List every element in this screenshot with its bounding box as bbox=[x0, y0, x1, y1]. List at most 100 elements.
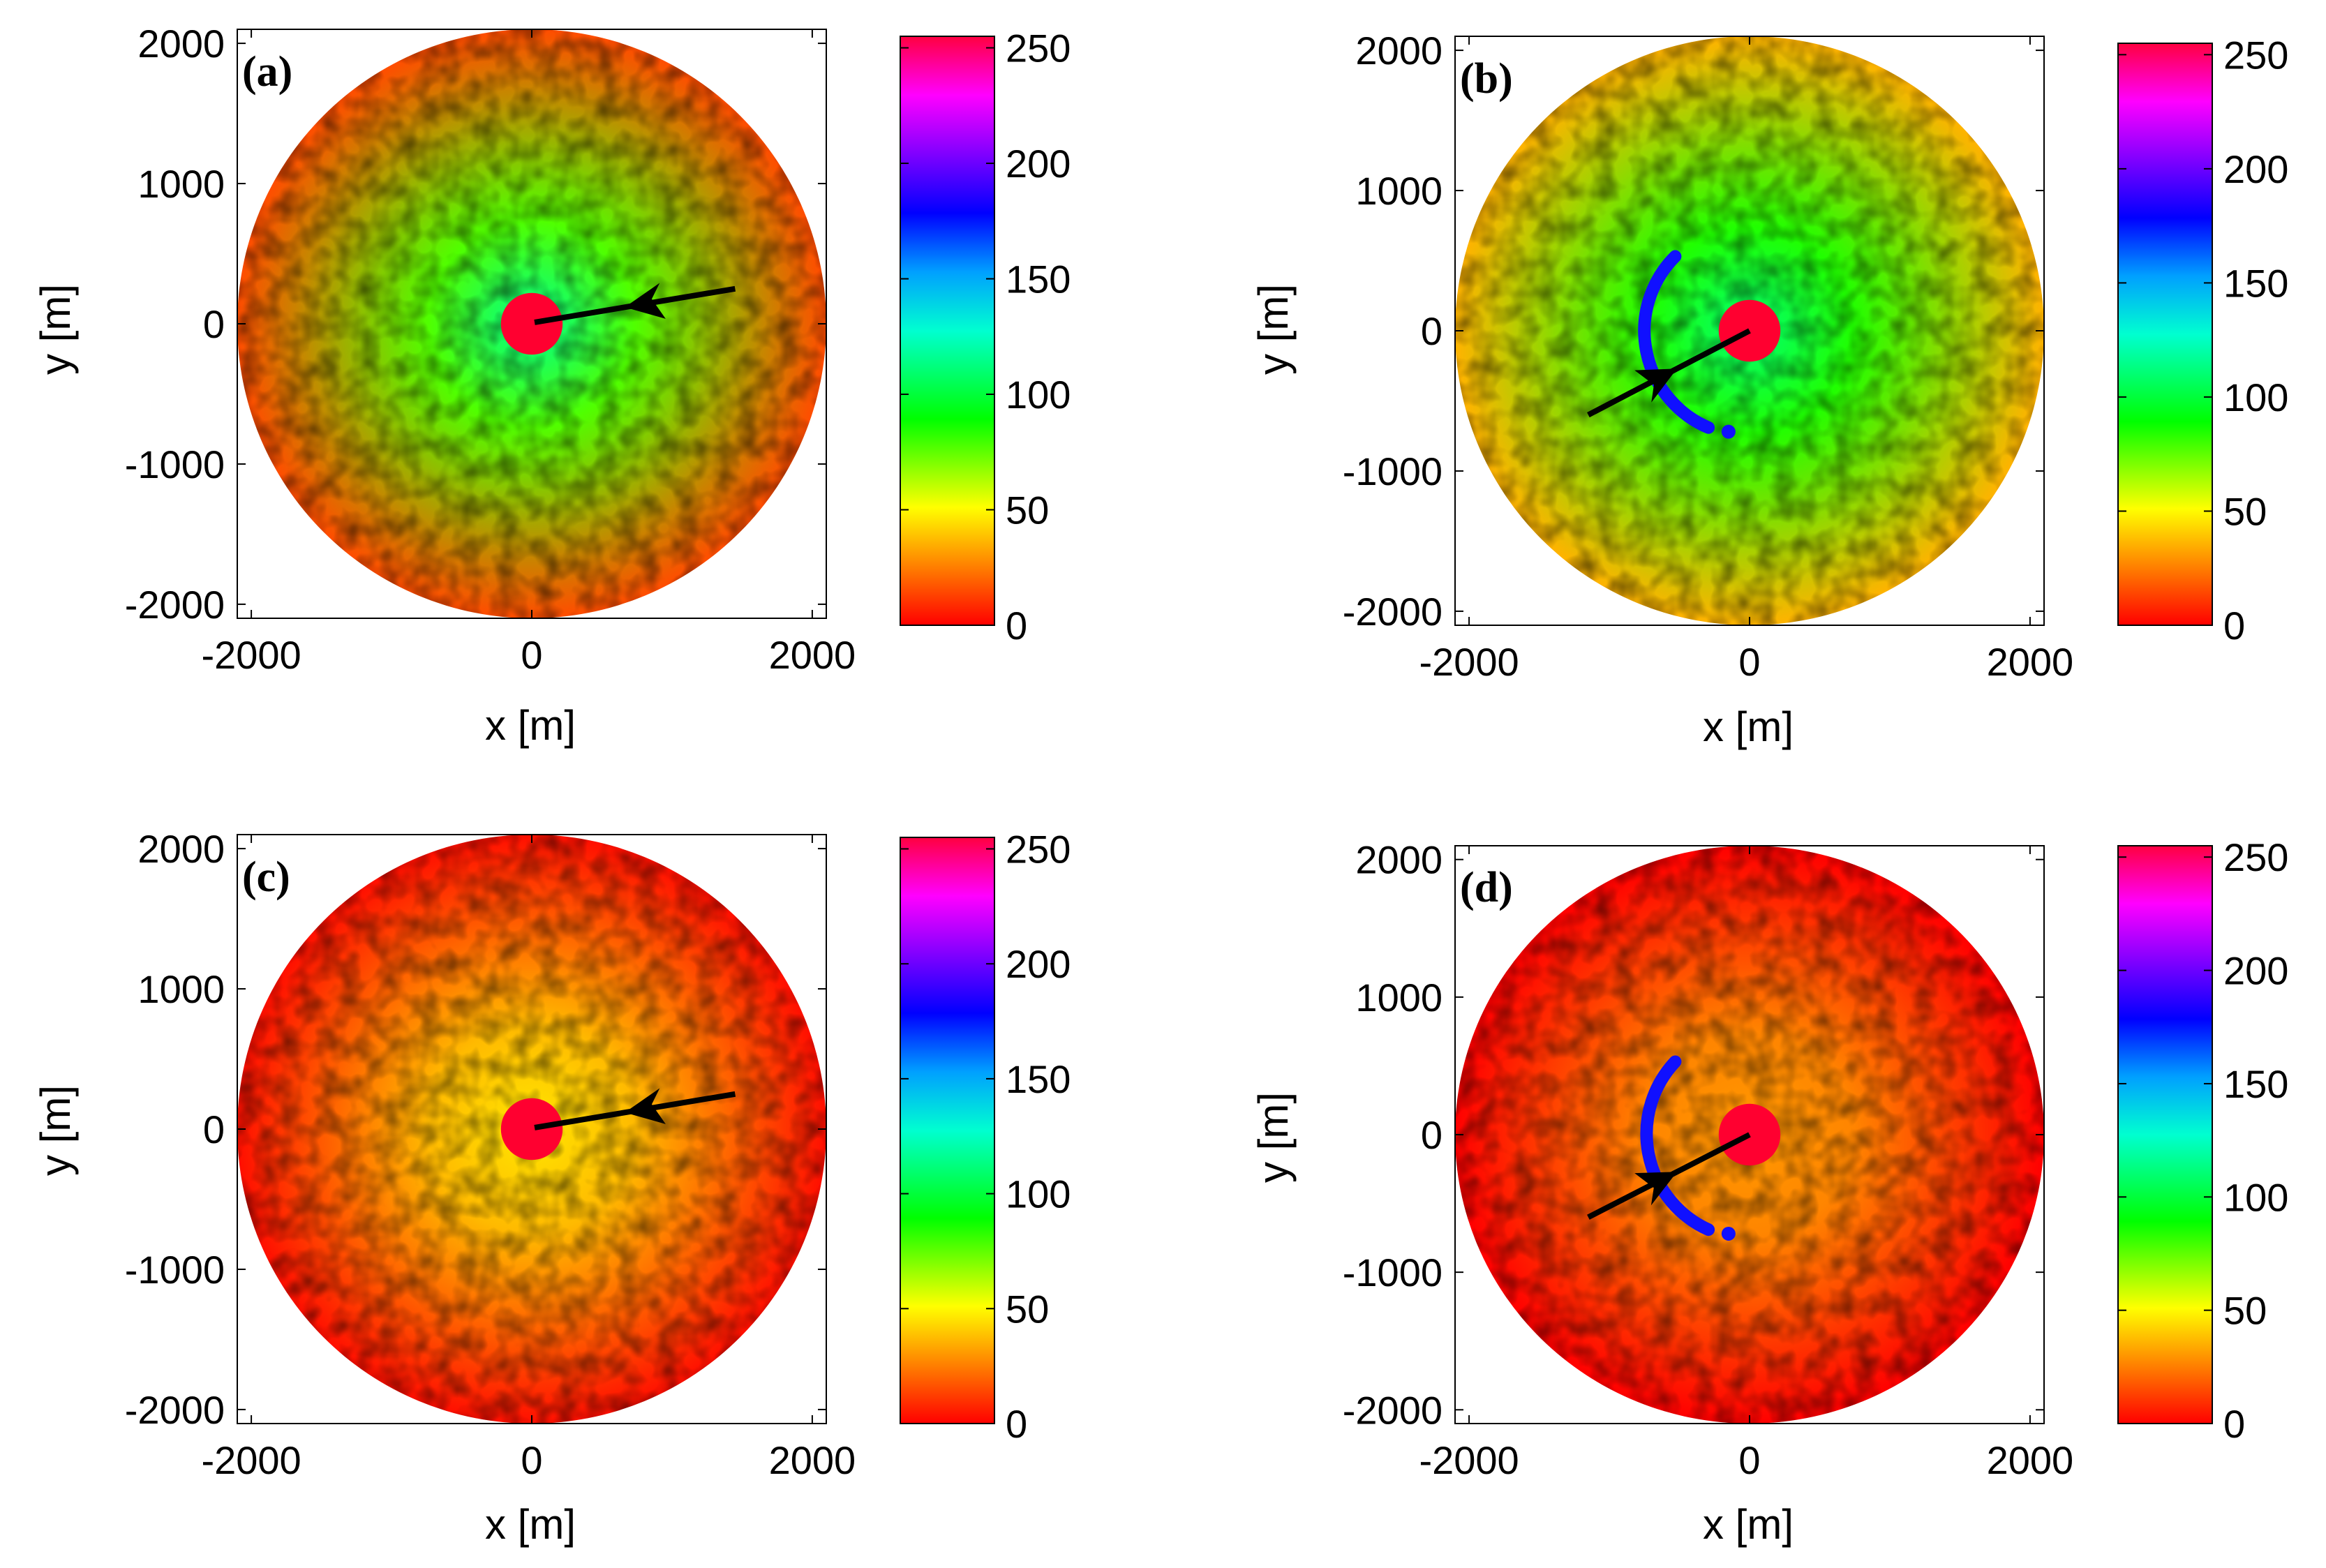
colorbar-d: 250 200 150 100 50 0 bbox=[2117, 835, 2288, 1446]
y-axis-label-a: y [m] bbox=[32, 284, 79, 375]
colorbar-tick-label: 250 bbox=[1006, 827, 1071, 871]
x-tick-label: 2000 bbox=[1987, 640, 2074, 684]
y-axis-label-b: y [m] bbox=[1250, 284, 1297, 375]
colorbar-tick-label: 0 bbox=[1006, 604, 1027, 648]
y-tick-label: -2000 bbox=[125, 583, 225, 627]
y-tick-label: 0 bbox=[1421, 309, 1442, 353]
colorbar-tick-label: 250 bbox=[1006, 27, 1071, 70]
y-tick-label: -1000 bbox=[125, 1248, 225, 1292]
x-tick-label: 2000 bbox=[769, 633, 856, 677]
y-tick-label: -1000 bbox=[1343, 1250, 1442, 1294]
y-tick-label: 1000 bbox=[137, 967, 225, 1011]
y-axis-label-c: y [m] bbox=[32, 1085, 79, 1176]
x-axis-label-c: x [m] bbox=[485, 1501, 576, 1548]
colorbar-tick-label: 250 bbox=[2223, 33, 2288, 77]
colorbar-tick-label: 200 bbox=[2223, 147, 2288, 191]
wind-arrow-a bbox=[534, 283, 736, 325]
colorbar-gradient-a bbox=[900, 36, 995, 626]
x-tick-label: 0 bbox=[1738, 1438, 1760, 1482]
panel-label-d: (d) bbox=[1460, 864, 1513, 911]
colorbar-a: 250 200 150 100 50 0 bbox=[900, 27, 1071, 648]
panel-label-c: (c) bbox=[242, 853, 290, 901]
sector-arc-end-dot-d bbox=[1721, 1226, 1736, 1241]
colorbar-tick-label: 100 bbox=[1006, 1172, 1071, 1216]
y-tick-label: -2000 bbox=[1343, 1388, 1442, 1432]
y-tick-label: 1000 bbox=[1355, 976, 1442, 1020]
y-tick-label: 1000 bbox=[137, 162, 225, 206]
colorbar-tick-label: 100 bbox=[2223, 375, 2288, 419]
x-axis-label-b: x [m] bbox=[1703, 703, 1794, 750]
y-tick-label: -2000 bbox=[1343, 590, 1442, 634]
colorbar-tick-label: 150 bbox=[1006, 1057, 1071, 1101]
colorbar-tick-label: 0 bbox=[2223, 1402, 2245, 1446]
x-ticks-b: -2000 0 2000 bbox=[1419, 36, 2073, 684]
wind-arrow-d bbox=[1587, 1132, 1751, 1220]
y-tick-label: 2000 bbox=[1355, 838, 1442, 882]
x-tick-label: -2000 bbox=[201, 633, 301, 677]
y-ticks-b: 2000 1000 0 -1000 -2000 bbox=[1343, 29, 2044, 634]
colorbar-b: 250 200 150 100 50 0 bbox=[2117, 33, 2288, 648]
y-tick-label: 0 bbox=[203, 302, 225, 346]
plot-area-a bbox=[237, 29, 827, 619]
y-tick-label: 2000 bbox=[1355, 29, 1442, 73]
colorbar-tick-label: 200 bbox=[1006, 942, 1071, 986]
y-ticks-c: 2000 1000 0 -1000 -2000 bbox=[125, 827, 826, 1432]
colorbar-tick-label: 150 bbox=[2223, 261, 2288, 305]
center-mask-c bbox=[500, 1098, 563, 1160]
x-tick-label: 2000 bbox=[1987, 1438, 2074, 1482]
y-ticks-a: 2000 1000 0 -1000 -2000 bbox=[125, 22, 826, 627]
x-axis-label-d: x [m] bbox=[1703, 1501, 1794, 1548]
x-ticks-a: -2000 0 2000 bbox=[201, 29, 856, 677]
x-tick-label: -2000 bbox=[1419, 1438, 1519, 1482]
x-ticks-c: -2000 0 2000 bbox=[201, 835, 856, 1482]
colorbar-gradient-b bbox=[2117, 43, 2213, 626]
panel-b: (b) x [m] y [m] -2000 0 2000 200010000-100… bbox=[1250, 29, 2288, 750]
panel-label-a: (a) bbox=[242, 48, 292, 96]
y-axis-label-d: y [m] bbox=[1250, 1092, 1297, 1183]
x-tick-label: 2000 bbox=[769, 1438, 856, 1482]
x-ticks-d: -2000 0 2000 bbox=[1419, 846, 2073, 1482]
colorbar-tick-label: 50 bbox=[1006, 1287, 1049, 1331]
y-tick-label: 1000 bbox=[1355, 169, 1442, 213]
colorbar-tick-label: 200 bbox=[1006, 142, 1071, 186]
x-tick-label: -2000 bbox=[201, 1438, 301, 1482]
y-tick-label: -2000 bbox=[125, 1388, 225, 1432]
colorbar-tick-label: 200 bbox=[2223, 949, 2288, 993]
sector-arc-end-dot-b bbox=[1721, 424, 1736, 439]
plot-area-c bbox=[237, 834, 827, 1424]
colorbar-tick-label: 150 bbox=[1006, 257, 1071, 301]
sector-arc-d bbox=[1640, 1055, 1715, 1237]
x-tick-label: 0 bbox=[521, 633, 542, 677]
wind-arrow-c bbox=[534, 1088, 736, 1130]
panel-a: (a) x [m] y [m] -2000 0 2000 200010000-100… bbox=[32, 22, 1071, 749]
colorbar-gradient-d bbox=[2117, 845, 2213, 1424]
x-tick-label: -2000 bbox=[1419, 640, 1519, 684]
center-mask-a bbox=[500, 292, 563, 355]
y-tick-label: 2000 bbox=[137, 827, 225, 871]
panel-label-b: (b) bbox=[1460, 55, 1513, 103]
y-tick-label: 0 bbox=[1421, 1113, 1442, 1157]
colorbar-tick-label: 150 bbox=[2223, 1062, 2288, 1106]
sector-arc-b bbox=[1638, 250, 1715, 434]
wind-arrow-b bbox=[1587, 328, 1751, 418]
colorbar-tick-label: 50 bbox=[2223, 489, 2267, 533]
y-tick-label: 2000 bbox=[137, 22, 225, 66]
plot-area-d bbox=[1454, 845, 2045, 1424]
panel-d: (d) x [m] y [m] -2000 0 2000 200010000-100… bbox=[1250, 835, 2288, 1548]
x-axis-label-a: x [m] bbox=[485, 702, 576, 749]
colorbar-tick-label: 250 bbox=[2223, 835, 2288, 879]
x-tick-label: 0 bbox=[521, 1438, 542, 1482]
x-tick-label: 0 bbox=[1738, 640, 1760, 684]
y-tick-label: 0 bbox=[203, 1107, 225, 1151]
colorbar-tick-label: 0 bbox=[1006, 1402, 1027, 1446]
colorbar-tick-label: 0 bbox=[2223, 604, 2245, 648]
colorbar-tick-label: 100 bbox=[2223, 1175, 2288, 1219]
y-tick-label: -1000 bbox=[1343, 449, 1442, 493]
colorbar-tick-label: 100 bbox=[1006, 373, 1071, 417]
colorbar-tick-label: 50 bbox=[1006, 488, 1049, 532]
panel-c: (c) x [m] y [m] -2000 0 2000 200010000-100… bbox=[32, 827, 1071, 1548]
y-ticks-d: 2000 1000 0 -1000 -2000 bbox=[1343, 838, 2044, 1432]
colorbar-tick-label: 50 bbox=[2223, 1289, 2267, 1333]
colorbar-gradient-c bbox=[900, 837, 995, 1424]
